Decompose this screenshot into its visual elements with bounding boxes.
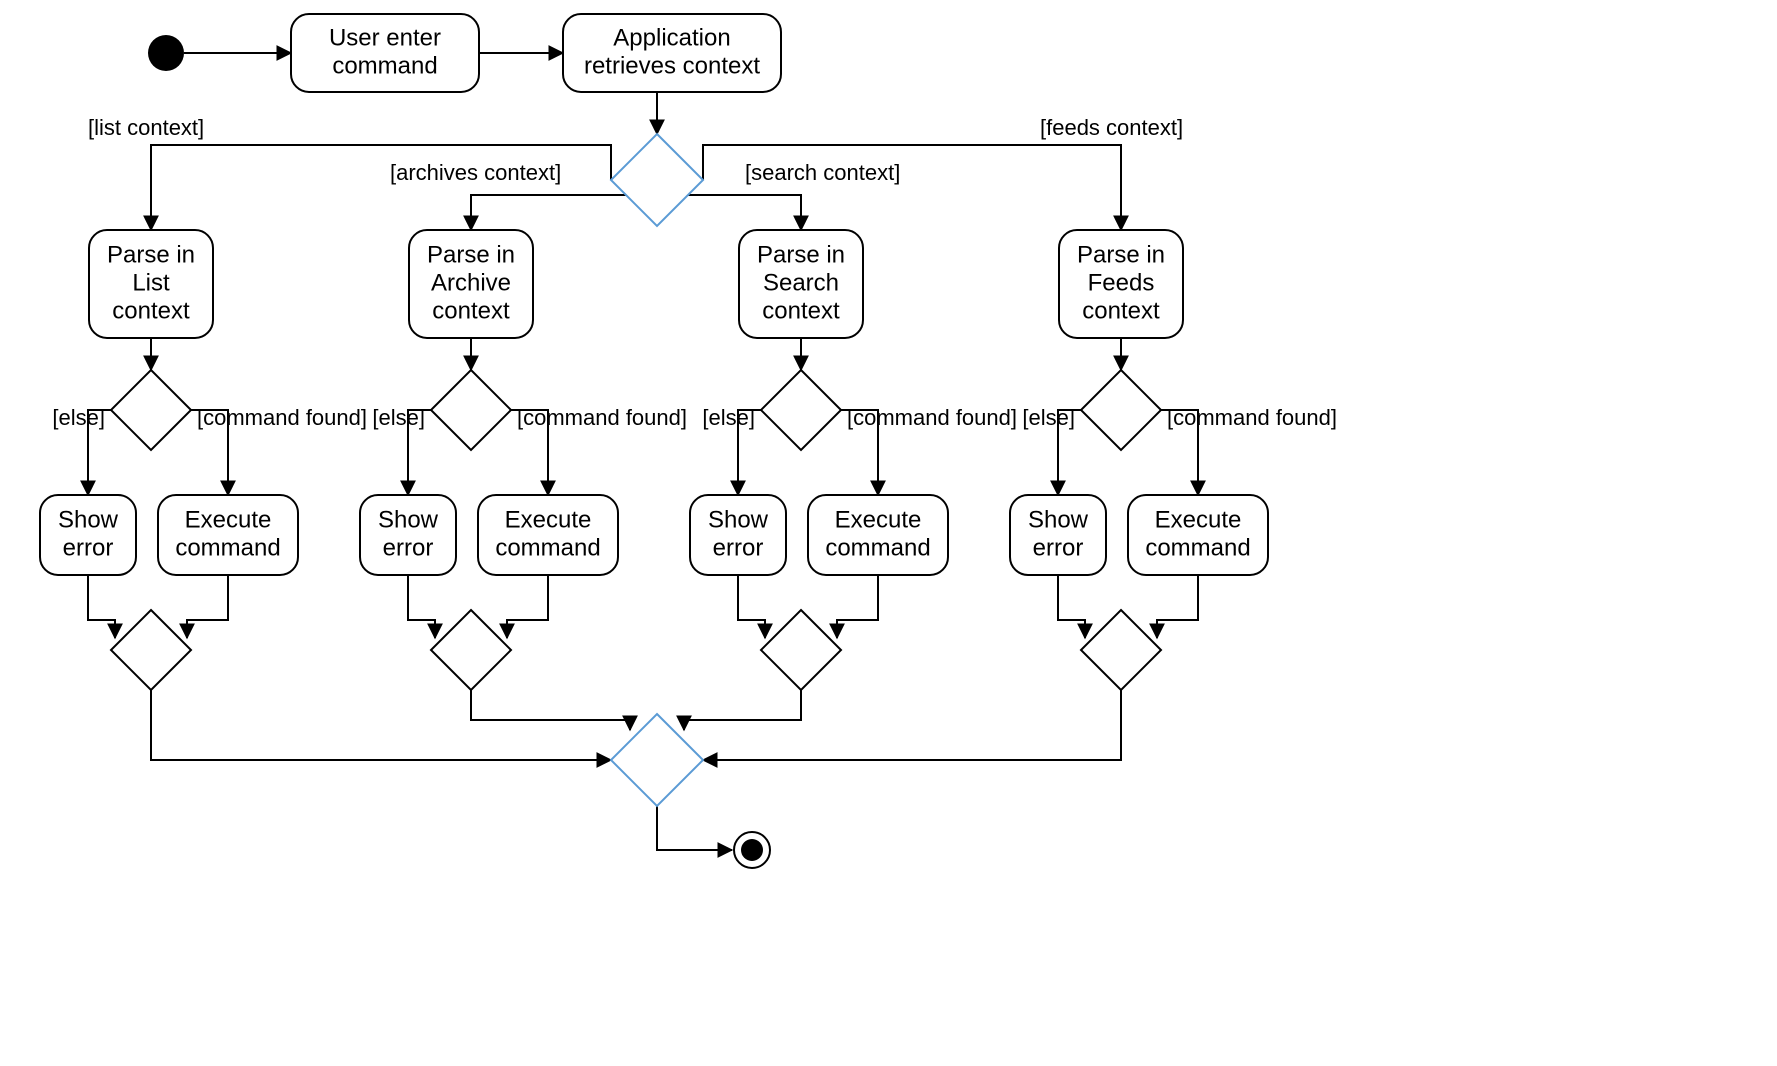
node-d_top	[611, 134, 703, 226]
guard-b2_else: [else]	[372, 405, 425, 430]
guard-g_archives: [archives context]	[390, 160, 561, 185]
node-label: error	[713, 534, 764, 561]
edge-e_dtop_p2	[471, 195, 626, 230]
node-label: context	[762, 297, 840, 324]
node-label: command	[175, 534, 280, 561]
node-label: command	[332, 52, 437, 79]
node-label: error	[63, 534, 114, 561]
edge-e_x1_m1	[187, 575, 228, 638]
node-label: Archive	[431, 269, 511, 296]
edge-e_x4_m4	[1157, 575, 1198, 638]
node-n_e4: Showerror	[1010, 495, 1106, 575]
node-label: Parse in	[427, 241, 515, 268]
node-label: Show	[378, 506, 439, 533]
node-n_user: User entercommand	[291, 14, 479, 92]
node-start	[148, 35, 184, 71]
node-n_p1: Parse inListcontext	[89, 230, 213, 338]
activity-diagram: User entercommandApplicationretrieves co…	[0, 0, 1777, 1066]
node-m_1	[111, 610, 191, 690]
edge-e_e3_m3	[738, 575, 765, 638]
edge-e_dtop_p4	[703, 145, 1121, 230]
node-label: error	[1033, 534, 1084, 561]
guard-b4_found: [command found]	[1167, 405, 1337, 430]
guard-b1_else: [else]	[52, 405, 105, 430]
node-label: User enter	[329, 24, 441, 51]
guard-b4_else: [else]	[1022, 405, 1075, 430]
node-label: Application	[613, 24, 730, 51]
node-n_x1: Executecommand	[158, 495, 298, 575]
node-label: Search	[763, 269, 839, 296]
node-label: List	[132, 269, 170, 296]
guard-g_search: [search context]	[745, 160, 900, 185]
edge-e_x3_m3	[837, 575, 878, 638]
node-n_p3: Parse inSearchcontext	[739, 230, 863, 338]
node-label: context	[112, 297, 190, 324]
node-label: Parse in	[107, 241, 195, 268]
node-m_2	[431, 610, 511, 690]
node-m_4	[1081, 610, 1161, 690]
node-label: Show	[58, 506, 119, 533]
node-label: context	[1082, 297, 1160, 324]
guard-b2_found: [command found]	[517, 405, 687, 430]
node-d_b4	[1081, 370, 1161, 450]
edge-e_e2_m2	[408, 575, 435, 638]
node-label: Execute	[505, 506, 592, 533]
edge-e_e1_m1	[88, 575, 115, 638]
node-label: Execute	[1155, 506, 1242, 533]
node-n_app: Applicationretrieves context	[563, 14, 781, 92]
guard-b3_else: [else]	[702, 405, 755, 430]
edge-e_dtop_p3	[688, 195, 801, 230]
node-label: retrieves context	[584, 52, 760, 79]
edge-e_m1_bot	[151, 690, 611, 760]
node-label: Parse in	[757, 241, 845, 268]
node-d_b1	[111, 370, 191, 450]
edge-e_x2_m2	[507, 575, 548, 638]
node-label: error	[383, 534, 434, 561]
node-label: Show	[708, 506, 769, 533]
nodes: User entercommandApplicationretrieves co…	[40, 14, 1268, 868]
node-n_p4: Parse inFeedscontext	[1059, 230, 1183, 338]
guard-b3_found: [command found]	[847, 405, 1017, 430]
node-n_e3: Showerror	[690, 495, 786, 575]
guard-g_list: [list context]	[88, 115, 204, 140]
node-label: context	[432, 297, 510, 324]
node-n_e1: Showerror	[40, 495, 136, 575]
node-m_3	[761, 610, 841, 690]
node-label: Execute	[185, 506, 272, 533]
node-n_x4: Executecommand	[1128, 495, 1268, 575]
edge-e_m2_bot	[471, 690, 630, 730]
edge-e_m4_bot	[703, 690, 1121, 760]
node-label: Execute	[835, 506, 922, 533]
node-n_p2: Parse inArchivecontext	[409, 230, 533, 338]
node-label: command	[825, 534, 930, 561]
node-n_e2: Showerror	[360, 495, 456, 575]
node-d_b3	[761, 370, 841, 450]
edge-e_m3_bot	[684, 690, 801, 730]
node-d_bot	[611, 714, 703, 806]
node-label: Feeds	[1088, 269, 1155, 296]
edge-e_e4_m4	[1058, 575, 1085, 638]
node-d_b2	[431, 370, 511, 450]
edge-e_bot_end	[657, 806, 732, 850]
node-label: Show	[1028, 506, 1089, 533]
guard-g_feeds: [feeds context]	[1040, 115, 1183, 140]
node-n_x2: Executecommand	[478, 495, 618, 575]
guard-b1_found: [command found]	[197, 405, 367, 430]
node-n_x3: Executecommand	[808, 495, 948, 575]
node-label: command	[1145, 534, 1250, 561]
edge-e_dtop_p1	[151, 145, 611, 230]
node-label: command	[495, 534, 600, 561]
node-end	[734, 832, 770, 868]
node-label: Parse in	[1077, 241, 1165, 268]
